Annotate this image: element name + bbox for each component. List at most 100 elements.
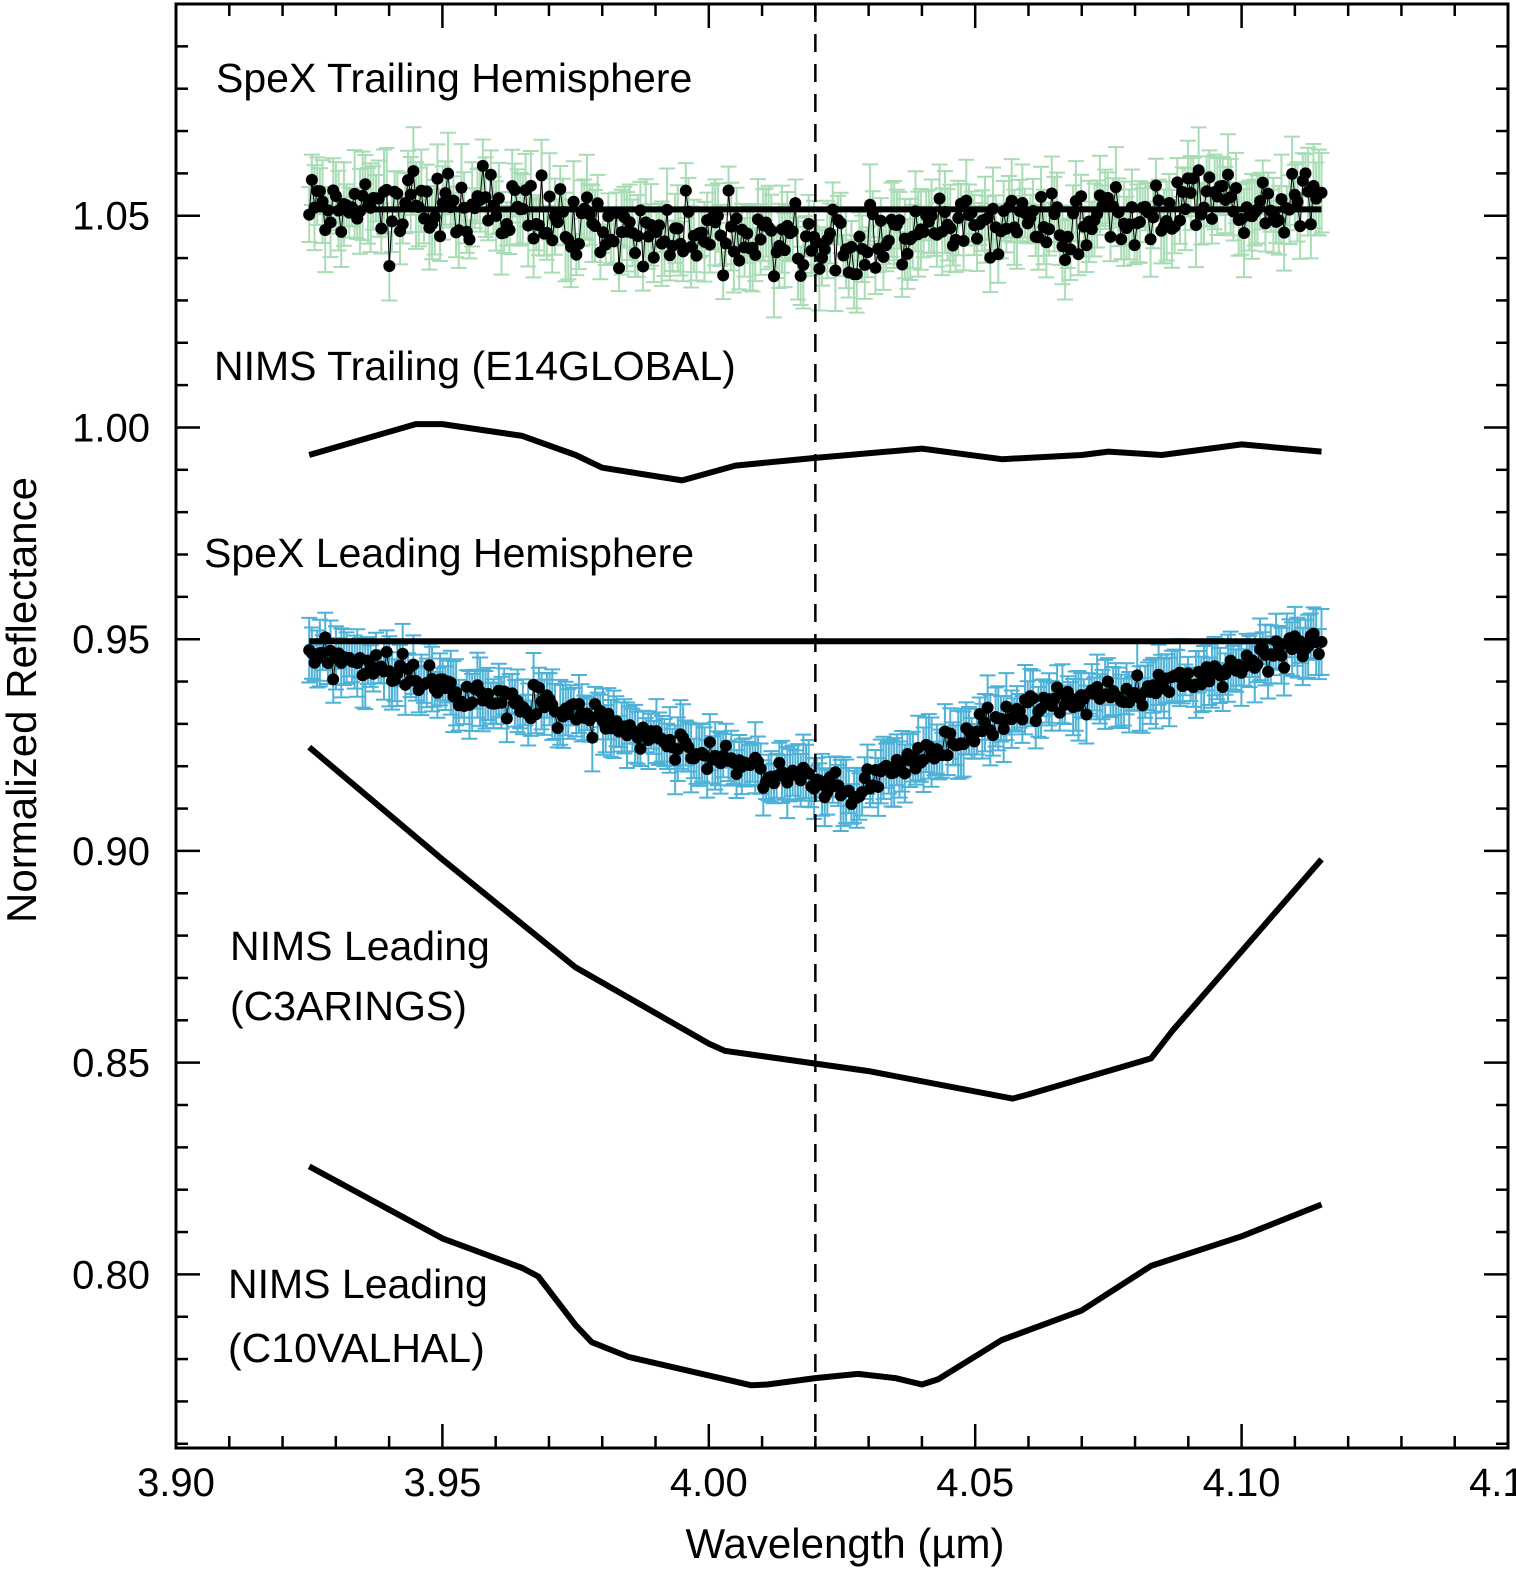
series-line-6 — [307, 1163, 1323, 1389]
data-point — [853, 230, 866, 243]
data-point — [482, 687, 495, 700]
data-point — [1128, 239, 1141, 252]
data-point — [1238, 227, 1251, 240]
data-point — [909, 205, 922, 218]
data-point — [1016, 197, 1029, 210]
data-point — [442, 167, 455, 180]
data-point — [965, 206, 978, 219]
x-tick-label: 3.90 — [137, 1461, 215, 1505]
data-point — [874, 214, 887, 227]
data-point — [1080, 708, 1093, 721]
data-point — [968, 735, 981, 748]
data-point — [359, 178, 372, 191]
data-point — [872, 780, 885, 793]
data-point — [1192, 164, 1205, 177]
data-point — [543, 190, 556, 203]
data-point — [864, 198, 877, 211]
data-point — [554, 183, 567, 196]
data-point — [631, 230, 644, 243]
data-point — [1144, 233, 1157, 246]
data-point — [717, 269, 730, 282]
annotation-spex-leading: SpeX Leading Hemisphere — [204, 530, 694, 576]
data-point — [663, 249, 676, 262]
data-point — [1000, 700, 1013, 713]
data-point — [1045, 187, 1058, 200]
data-point — [997, 723, 1010, 736]
data-point — [711, 209, 724, 222]
data-point — [431, 172, 444, 185]
data-point — [1283, 203, 1296, 216]
data-point — [703, 736, 716, 749]
data-point — [1222, 168, 1235, 181]
data-point — [1072, 248, 1085, 261]
data-point — [981, 701, 994, 714]
data-point — [1080, 239, 1093, 252]
data-point — [1040, 236, 1053, 249]
data-point — [850, 268, 863, 281]
data-point — [917, 225, 930, 238]
data-point — [754, 233, 767, 246]
data-point — [466, 696, 479, 709]
data-point — [669, 753, 682, 766]
data-point — [327, 673, 340, 686]
data-point — [877, 250, 890, 263]
data-point — [319, 631, 332, 644]
x-axis-title: Wavelength (µm) — [685, 1520, 1004, 1567]
data-point — [1112, 206, 1125, 219]
data-point — [444, 676, 457, 689]
data-point — [829, 766, 842, 779]
data-point — [556, 205, 569, 218]
x-tick-label: 4.15 — [1469, 1461, 1516, 1505]
data-point — [722, 184, 735, 197]
x-tick-label: 4.05 — [936, 1461, 1014, 1505]
data-point — [802, 217, 815, 230]
data-point — [1262, 187, 1275, 200]
data-point — [369, 649, 382, 662]
data-point — [495, 696, 508, 709]
data-point — [1227, 205, 1240, 218]
data-point — [356, 189, 369, 202]
data-point — [1131, 669, 1144, 682]
data-point — [567, 195, 580, 208]
data-point — [535, 169, 548, 182]
data-point — [1051, 201, 1064, 214]
data-point — [1216, 179, 1229, 192]
data-point — [1109, 181, 1122, 194]
data-point — [1203, 171, 1216, 184]
data-point — [970, 232, 983, 245]
data-point — [986, 729, 999, 742]
annotation-nims-leading-c10: NIMS Leading — [228, 1261, 488, 1307]
data-point — [1027, 205, 1040, 218]
data-point — [1163, 685, 1176, 698]
data-point — [941, 749, 954, 762]
data-point — [527, 232, 540, 245]
data-point — [1224, 191, 1237, 204]
data-point — [434, 230, 447, 243]
data-point — [383, 260, 396, 273]
data-point — [727, 245, 740, 258]
data-point — [1163, 196, 1176, 209]
data-point — [797, 258, 810, 271]
data-point — [508, 184, 521, 197]
data-point — [719, 739, 732, 752]
data-point — [1043, 223, 1056, 236]
data-point — [1016, 713, 1029, 726]
y-tick-label: 0.95 — [72, 618, 150, 662]
data-point — [1189, 218, 1202, 231]
data-point — [1173, 214, 1186, 227]
series-line-2 — [308, 421, 1322, 484]
data-point — [476, 159, 489, 172]
data-point — [1299, 167, 1312, 180]
data-point — [637, 260, 650, 273]
data-point — [845, 240, 858, 253]
data-point — [826, 203, 839, 216]
data-point — [682, 205, 695, 218]
data-point — [986, 202, 999, 215]
data-point — [789, 197, 802, 210]
data-point — [794, 774, 807, 787]
data-point — [1147, 211, 1160, 224]
data-point — [1275, 649, 1288, 662]
data-point — [1115, 233, 1128, 246]
data-point — [1152, 194, 1165, 207]
